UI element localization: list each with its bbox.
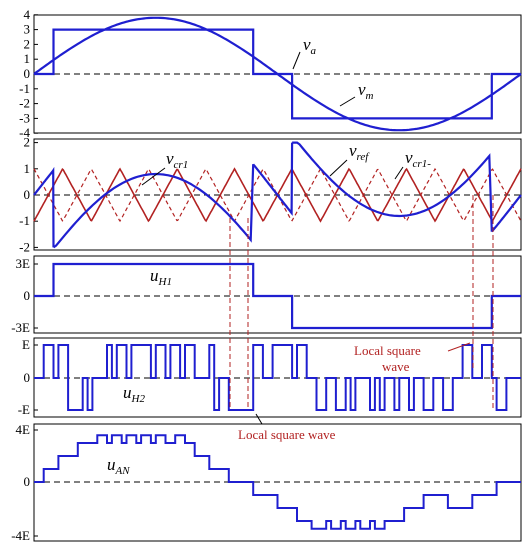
ytick-label-5-1: 0: [24, 474, 31, 489]
arrow-local2: [255, 413, 263, 425]
arrow-vcr1-minus: [394, 166, 404, 180]
ytick-label-2-4: -2: [19, 239, 30, 254]
ytick-label-2-2: 0: [24, 187, 31, 202]
label-vcr1-minus: vcr1-: [405, 148, 431, 170]
annotation-local2: Local square wave: [238, 427, 336, 442]
series-vm-square: [34, 28, 521, 120]
ytick-label-1-0: 4: [24, 7, 31, 22]
series-uh1: [34, 262, 521, 330]
series-uh2: [34, 344, 521, 411]
ytick-label-4-1: 0: [24, 370, 31, 385]
ytick-label-1-3: 1: [24, 51, 31, 66]
series-uan: [34, 434, 521, 530]
series-vref-seg-2: [52, 164, 255, 249]
series-vref-seg-4: [292, 141, 493, 232]
label-vm: vm: [358, 80, 374, 102]
label-uh2: uH2: [123, 383, 145, 405]
ytick-label-1-4: 0: [24, 66, 31, 81]
annotation-arrows: [141, 51, 404, 425]
arrow-vm: [339, 96, 356, 107]
arrow-va: [292, 51, 301, 70]
ytick-label-1-7: -3: [19, 110, 30, 125]
leader-1: [447, 342, 471, 352]
ytick-label-1-6: -2: [19, 96, 30, 111]
annotation-local1-line2: wave: [382, 359, 410, 374]
ytick-label-1-1: 3: [24, 22, 31, 37]
label-va: va: [303, 35, 317, 57]
label-vref: vref: [349, 141, 370, 163]
ytick-label-2-1: 1: [24, 161, 31, 176]
ytick-label-5-0: 4E: [16, 422, 31, 437]
arrow-vcr1: [141, 167, 166, 186]
ytick-label-1-2: 2: [24, 36, 31, 51]
ytick-label-4-2: -E: [18, 402, 30, 417]
arrow-vref: [329, 159, 348, 177]
panel-frame-3: [33, 255, 522, 334]
label-vcr1: vcr1: [166, 149, 188, 171]
series-vref-seg-3: [252, 142, 294, 217]
ytick-label-3-1: 0: [24, 288, 31, 303]
label-uh1: uH1: [150, 266, 172, 288]
series-vref-seg-5: [490, 194, 522, 233]
annotation-local1-leader: [447, 342, 471, 352]
trace-layer: [33, 16, 522, 530]
ytick-label-5-2: -4E: [11, 528, 30, 543]
ytick-label-1-5: -1: [19, 81, 30, 96]
label-uan: uAN: [107, 455, 130, 477]
ytick-label-2-0: 2: [24, 135, 31, 150]
ytick-label-2-3: -1: [19, 213, 30, 228]
annotation-local1: Local square wave: [352, 341, 452, 375]
ytick-label-3-0: 3E: [16, 256, 31, 271]
projection-lines: [229, 195, 494, 410]
annotation-local1-line1: Local square: [354, 343, 421, 358]
series-vref-seg-1: [33, 166, 55, 248]
ytick-label-1-8: -4: [19, 125, 30, 140]
annotation-local1-bg: [352, 341, 452, 375]
ytick-label-4-0: E: [22, 337, 30, 352]
ytick-label-3-2: -3E: [11, 320, 30, 335]
